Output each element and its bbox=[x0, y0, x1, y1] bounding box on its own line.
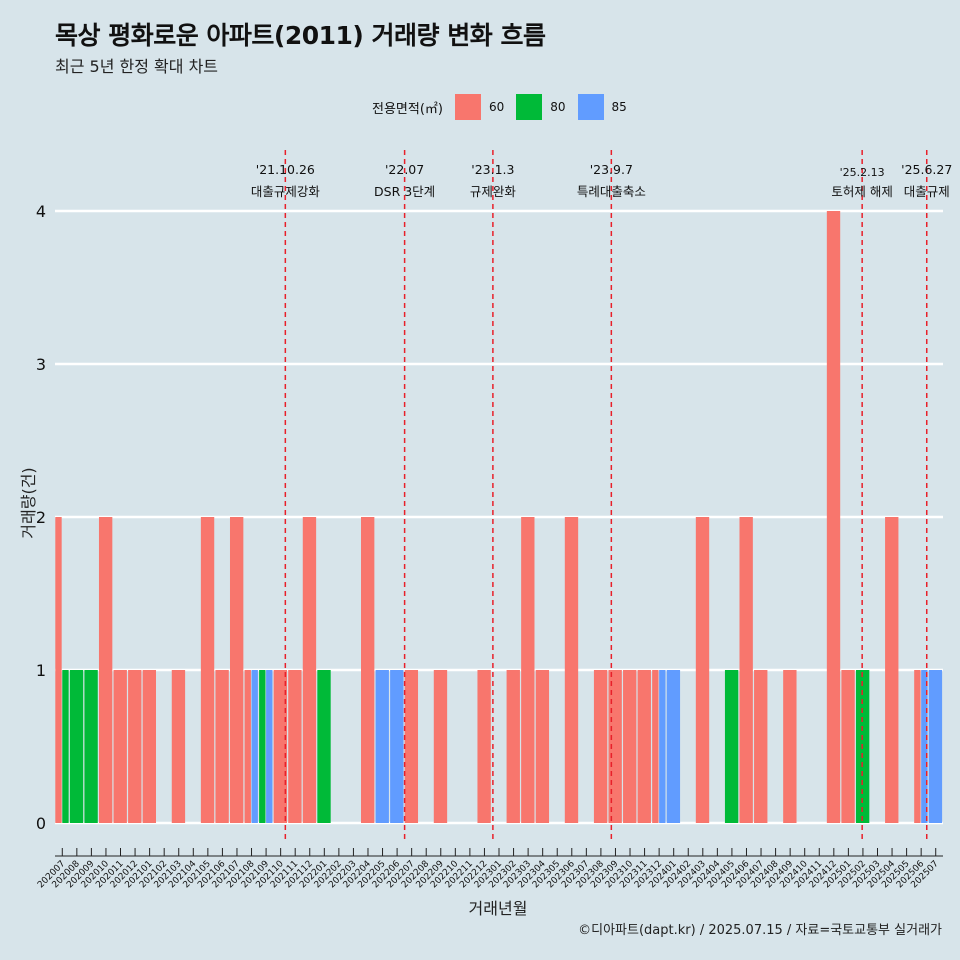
bar-202407-60 bbox=[754, 670, 768, 823]
y-tick-label-0: 0 bbox=[36, 814, 46, 833]
bar-202412-60 bbox=[826, 211, 841, 823]
bar-202212-60 bbox=[477, 670, 491, 823]
legend-swatch-60 bbox=[454, 94, 481, 120]
bar-202312-60 bbox=[652, 670, 659, 823]
bar-202303-60 bbox=[521, 517, 535, 823]
legend-title: 전용면적(㎡) bbox=[372, 101, 443, 117]
bar-202504-60 bbox=[885, 517, 899, 823]
event-label-4: 토허제 해제 bbox=[831, 184, 892, 199]
event-label-1: DSR 3단계 bbox=[374, 184, 435, 199]
bar-202109-85 bbox=[266, 670, 273, 823]
event-date-4: '25.2.13 bbox=[840, 166, 885, 179]
y-tick-label-4: 4 bbox=[36, 202, 46, 221]
bar-202008-80 bbox=[69, 670, 84, 823]
bar-202302-60 bbox=[506, 670, 520, 823]
event-date-3: '23.9.7 bbox=[590, 162, 633, 177]
chart-title: 목상 평화로운 아파트(2011) 거래량 변화 흐름 bbox=[55, 21, 546, 50]
bar-202311-60 bbox=[637, 670, 651, 823]
bar-202308-60 bbox=[593, 670, 608, 823]
bar-202306-60 bbox=[564, 517, 579, 823]
bar-202405-80 bbox=[724, 670, 739, 823]
y-axis-title: 거래량(건) bbox=[19, 467, 38, 538]
legend-label-85: 85 bbox=[611, 100, 627, 114]
bar-202012-60 bbox=[128, 670, 142, 823]
bar-202108-85 bbox=[251, 670, 258, 823]
y-tick-label-2: 2 bbox=[36, 508, 46, 527]
event-date-2: '23.1.3 bbox=[471, 162, 514, 177]
legend-swatch-85 bbox=[577, 94, 604, 120]
chart-subtitle: 최근 5년 한정 확대 차트 bbox=[55, 57, 219, 76]
event-label-0: 대출규제강화 bbox=[251, 184, 321, 199]
bar-202103-60 bbox=[171, 670, 186, 823]
x-axis-title: 거래년월 bbox=[469, 899, 528, 918]
bar-202207-60 bbox=[404, 670, 419, 823]
bar-202310-60 bbox=[623, 670, 637, 823]
legend: 전용면적(㎡) 60 80 85 bbox=[372, 93, 639, 121]
y-tick-label-1: 1 bbox=[36, 661, 46, 680]
bar-202507-85 bbox=[928, 670, 943, 823]
legend-item-85: 85 bbox=[577, 94, 627, 120]
bar-202209-60 bbox=[433, 670, 448, 823]
bar-202401-85 bbox=[666, 670, 681, 823]
y-tick-label-3: 3 bbox=[36, 355, 46, 374]
bar-202312-85 bbox=[659, 670, 666, 823]
bar-202403-60 bbox=[695, 517, 710, 823]
bar-202112-60 bbox=[302, 517, 317, 823]
bar-202111-60 bbox=[288, 670, 302, 823]
bar-202105-60 bbox=[200, 517, 215, 823]
event-label-5: 대출규제 bbox=[904, 184, 950, 199]
bar-202506-60 bbox=[914, 670, 921, 823]
bar-202106-60 bbox=[215, 670, 229, 823]
event-date-0: '21.10.26 bbox=[256, 162, 315, 177]
bar-202108-60 bbox=[244, 670, 251, 823]
event-label-3: 특례대출축소 bbox=[577, 184, 646, 199]
bar-202109-80 bbox=[259, 670, 266, 823]
bar-202201-80 bbox=[317, 670, 331, 823]
bar-202007-80 bbox=[62, 670, 69, 823]
event-label-2: 규제완화 bbox=[470, 184, 517, 199]
bar-202011-60 bbox=[113, 670, 127, 823]
bar-202010-60 bbox=[98, 517, 113, 823]
bar-202409-60 bbox=[783, 670, 797, 823]
bar-202406-60 bbox=[739, 517, 753, 823]
bar-202506-85 bbox=[921, 670, 928, 823]
source-footer: ©디아파트(dapt.kr) / 2025.07.15 / 자료=국토교통부 실… bbox=[578, 923, 942, 938]
legend-swatch-80 bbox=[516, 94, 543, 120]
bar-202204-60 bbox=[361, 517, 375, 823]
bar-202304-60 bbox=[535, 670, 550, 823]
bar-202101-60 bbox=[142, 670, 157, 823]
event-date-5: '25.6.27 bbox=[901, 162, 952, 177]
bar-202107-60 bbox=[229, 517, 244, 823]
bar-202501-60 bbox=[841, 670, 855, 823]
legend-label-80: 80 bbox=[550, 100, 566, 114]
legend-item-60: 60 bbox=[454, 94, 505, 120]
bar-202007-60 bbox=[55, 517, 62, 823]
legend-item-80: 80 bbox=[516, 94, 566, 120]
bar-202309-60 bbox=[608, 670, 622, 823]
event-date-1: '22.07 bbox=[385, 162, 424, 177]
bar-202206-85 bbox=[390, 670, 404, 823]
bar-202110-60 bbox=[273, 670, 288, 823]
bar-202009-80 bbox=[84, 670, 98, 823]
bar-202205-85 bbox=[375, 670, 389, 823]
legend-label-60: 60 bbox=[488, 100, 505, 114]
